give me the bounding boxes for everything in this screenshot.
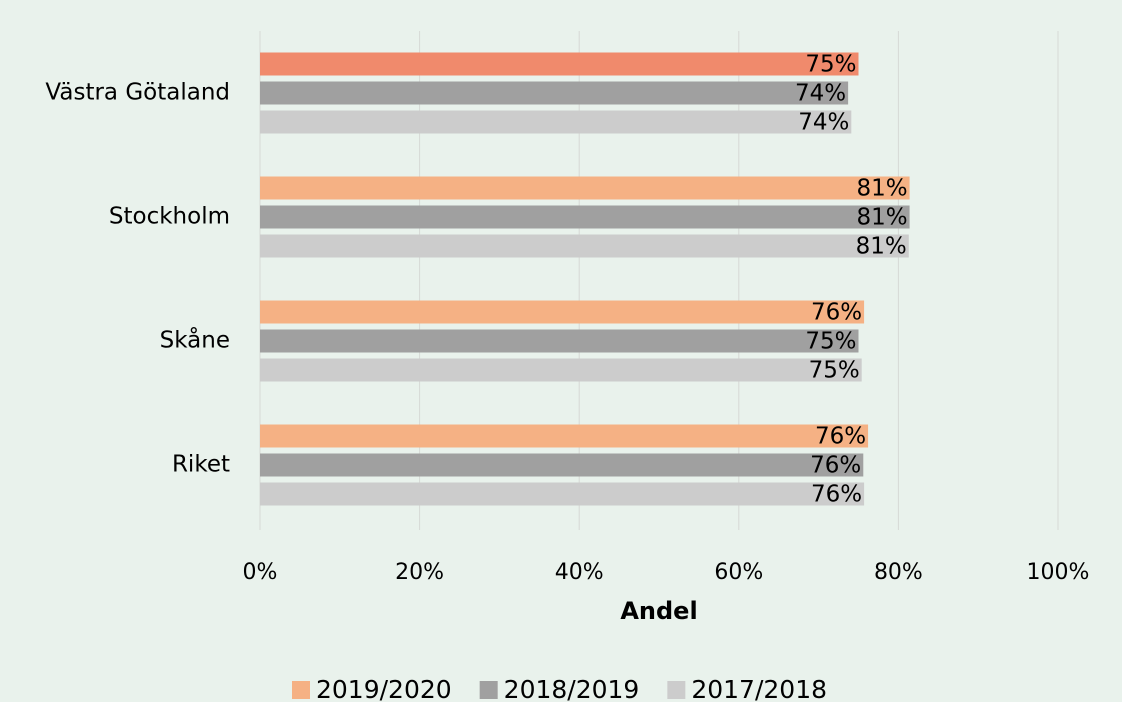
x-tick-label: 80% bbox=[874, 560, 923, 585]
legend-swatch bbox=[667, 681, 686, 699]
y-tick-label: Riket bbox=[172, 452, 230, 478]
data-label: 81% bbox=[856, 234, 907, 260]
x-tick-label: 60% bbox=[714, 560, 763, 585]
x-tick-label: 20% bbox=[395, 560, 444, 585]
data-label: 74% bbox=[795, 81, 846, 107]
legend-label: 2017/2018 bbox=[691, 675, 827, 702]
y-tick-label: Västra Götaland bbox=[45, 80, 230, 106]
bar bbox=[260, 329, 859, 353]
data-label: 74% bbox=[798, 110, 849, 136]
data-label: 81% bbox=[856, 205, 907, 231]
bar bbox=[260, 482, 865, 506]
y-tick-label: Skåne bbox=[160, 326, 230, 354]
bar bbox=[260, 81, 849, 105]
bar bbox=[260, 358, 862, 382]
bar bbox=[260, 205, 910, 229]
data-label: 75% bbox=[805, 329, 856, 355]
data-label: 75% bbox=[809, 358, 860, 384]
bar bbox=[260, 176, 910, 200]
bar bbox=[260, 52, 859, 76]
data-label: 76% bbox=[810, 453, 861, 479]
bar bbox=[260, 110, 852, 134]
bar bbox=[260, 424, 869, 448]
legend-label: 2019/2020 bbox=[316, 675, 452, 702]
legend-swatch bbox=[479, 681, 498, 699]
legend-label: 2018/2019 bbox=[504, 675, 640, 702]
bar bbox=[260, 453, 864, 477]
data-label: 81% bbox=[856, 176, 907, 202]
x-tick-label: 100% bbox=[1027, 560, 1090, 585]
x-axis-title: Andel bbox=[620, 597, 697, 625]
x-tick-label: 0% bbox=[243, 560, 278, 585]
bar bbox=[260, 300, 865, 324]
data-label: 76% bbox=[815, 424, 866, 450]
data-label: 76% bbox=[811, 300, 862, 326]
data-label: 75% bbox=[805, 52, 856, 78]
data-label: 76% bbox=[811, 482, 862, 508]
x-tick-label: 40% bbox=[555, 560, 604, 585]
bar bbox=[260, 234, 909, 258]
legend-swatch bbox=[292, 681, 310, 699]
y-tick-label: Stockholm bbox=[109, 204, 230, 230]
